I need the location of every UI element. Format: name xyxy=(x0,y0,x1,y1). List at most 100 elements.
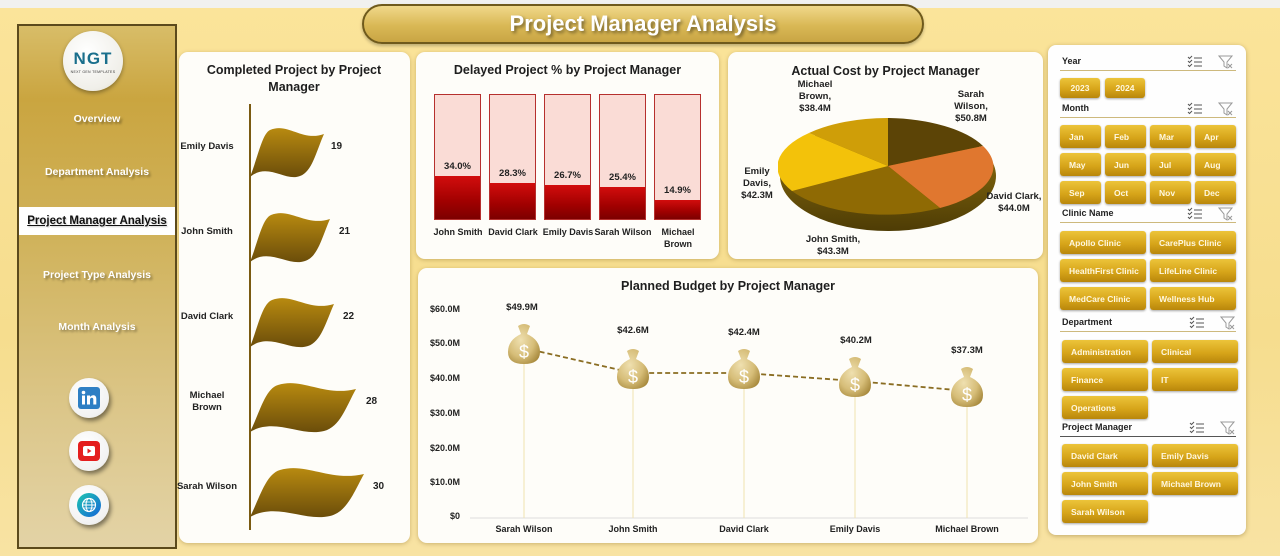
pie-label-value: $50.8M xyxy=(955,113,987,124)
multi-select-icon[interactable] xyxy=(1187,102,1203,116)
pie-label-value: $38.4M xyxy=(799,103,831,114)
manager-david-clark-button[interactable]: David Clark xyxy=(1062,444,1148,467)
website-button[interactable] xyxy=(69,485,109,525)
manager-michael-brown-button[interactable]: Michael Brown xyxy=(1152,472,1238,495)
y-axis-tick: $60.0M xyxy=(429,304,460,314)
delayed-bar-value: 14.9% xyxy=(664,185,691,196)
delayed-bar-value: 25.4% xyxy=(609,172,636,183)
sidebar-item-month-analysis[interactable]: Month Analysis xyxy=(58,321,136,333)
manager-john-smith-button[interactable]: John Smith xyxy=(1062,472,1148,495)
year-slicer-title: Year xyxy=(1062,56,1082,66)
department-clinical-button[interactable]: Clinical xyxy=(1152,340,1238,363)
sidebar-item-project-type-analysis[interactable]: Project Type Analysis xyxy=(43,269,151,281)
y-axis-tick: $40.0M xyxy=(429,373,460,383)
flag-row: John Smith 21 xyxy=(179,192,409,272)
month-aug-button[interactable]: Aug xyxy=(1195,153,1236,176)
delayed-bar[interactable]: 34.0% xyxy=(434,94,481,220)
delayed-bar-fill xyxy=(435,176,480,219)
multi-select-icon[interactable] xyxy=(1189,316,1205,330)
x-axis-label: John Smith xyxy=(608,524,658,534)
budget-value-label: $42.4M xyxy=(728,327,760,338)
clinic-careplus-button[interactable]: CarePlus Clinic xyxy=(1150,231,1236,254)
clinic-wellness-hub-button[interactable]: Wellness Hub xyxy=(1150,287,1236,310)
multi-select-icon[interactable] xyxy=(1189,421,1205,435)
delayed-bar[interactable]: 26.7% xyxy=(544,94,591,220)
month-oct-button[interactable]: Oct xyxy=(1105,181,1146,204)
multi-select-icon[interactable] xyxy=(1187,55,1203,69)
clear-filter-icon[interactable] xyxy=(1218,207,1234,221)
manager-emily-davis-button[interactable]: Emily Davis xyxy=(1152,444,1238,467)
month-nov-button[interactable]: Nov xyxy=(1150,181,1191,204)
month-feb-button[interactable]: Feb xyxy=(1105,125,1146,148)
flag-bar-icon xyxy=(250,213,330,263)
sidebar-item-department-analysis[interactable]: Department Analysis xyxy=(44,166,150,178)
month-sep-button[interactable]: Sep xyxy=(1060,181,1101,204)
clinic-apollo-button[interactable]: Apollo Clinic xyxy=(1060,231,1146,254)
delayed-bar[interactable]: 25.4% xyxy=(599,94,646,220)
clinic-healthfirst-button[interactable]: HealthFirst Clinic xyxy=(1060,259,1146,282)
department-finance-button[interactable]: Finance xyxy=(1062,368,1148,391)
ngt-logo: NGT NEXT GEN TEMPLATES xyxy=(63,31,123,91)
clear-filter-icon[interactable] xyxy=(1220,316,1236,330)
flag-label: Michael Brown xyxy=(189,390,225,413)
flag-label: Sarah Wilson xyxy=(176,481,238,492)
month-may-button[interactable]: May xyxy=(1060,153,1101,176)
delayed-bar-fill xyxy=(600,187,645,219)
flag-value: 21 xyxy=(339,226,351,237)
sidebar-item-overview[interactable]: Overview xyxy=(73,113,121,125)
flag-row: Michael Brown 28 xyxy=(179,362,409,442)
pie-label-value: $44.0M xyxy=(998,203,1030,214)
clear-filter-icon[interactable] xyxy=(1218,55,1234,69)
completed-projects-card: Completed Project by Project Manager Emi… xyxy=(177,52,410,543)
pie-label-emily-davis: Emily Davis, $42.3M xyxy=(730,166,784,202)
flag-bar-icon xyxy=(250,128,324,178)
month-jul-button[interactable]: Jul xyxy=(1150,153,1191,176)
year-slicer-header: Year xyxy=(1060,55,1236,71)
delayed-bar-fill xyxy=(490,183,535,219)
planned-budget-line-chart[interactable]: $ $ $ $ $ xyxy=(418,268,1038,543)
y-axis-tick: $0 xyxy=(449,511,460,521)
sidebar-item-project-manager-analysis[interactable]: Project Manager Analysis xyxy=(19,207,175,235)
flag-label: David Clark xyxy=(180,311,234,322)
money-bag-icon: $ xyxy=(839,357,871,397)
page-title: Project Manager Analysis xyxy=(509,11,777,36)
month-mar-button[interactable]: Mar xyxy=(1150,125,1191,148)
budget-value-label: $40.2M xyxy=(840,335,872,346)
month-jan-button[interactable]: Jan xyxy=(1060,125,1101,148)
delayed-bar-value: 28.3% xyxy=(499,168,526,179)
x-axis-label: David Clark xyxy=(719,524,769,534)
y-axis-tick: $20.0M xyxy=(429,443,460,453)
department-operations-button[interactable]: Operations xyxy=(1062,396,1148,419)
actual-cost-pie-chart[interactable] xyxy=(778,114,998,234)
clear-filter-icon[interactable] xyxy=(1218,102,1234,116)
clinic-lifeline-button[interactable]: LifeLine Clinic xyxy=(1150,259,1236,282)
delayed-bar[interactable]: 14.9% xyxy=(654,94,701,220)
slicer-panel: Year 2023 2024 Month Jan Feb Mar Apr May… xyxy=(1048,45,1246,535)
delayed-bar[interactable]: 28.3% xyxy=(489,94,536,220)
department-it-button[interactable]: IT xyxy=(1152,368,1238,391)
year-2023-button[interactable]: 2023 xyxy=(1060,78,1100,98)
logo-subtitle: NEXT GEN TEMPLATES xyxy=(70,69,116,74)
y-axis-tick: $10.0M xyxy=(429,477,460,487)
manager-sarah-wilson-button[interactable]: Sarah Wilson xyxy=(1062,500,1148,523)
delayed-bar-value: 26.7% xyxy=(554,170,581,181)
month-jun-button[interactable]: Jun xyxy=(1105,153,1146,176)
linkedin-button[interactable] xyxy=(69,378,109,418)
department-administration-button[interactable]: Administration xyxy=(1062,340,1148,363)
year-2024-button[interactable]: 2024 xyxy=(1105,78,1145,98)
flag-value: 19 xyxy=(331,141,343,152)
youtube-button[interactable] xyxy=(69,431,109,471)
manager-slicer-header: Project Manager xyxy=(1060,421,1236,437)
pie-label-value: $42.3M xyxy=(741,190,773,201)
linkedin-icon xyxy=(78,387,100,409)
flag-pole-axis xyxy=(249,104,251,530)
month-dec-button[interactable]: Dec xyxy=(1195,181,1236,204)
pie-label-name: John Smith, xyxy=(805,234,861,245)
planned-budget-title: Planned Budget by Project Manager xyxy=(621,279,835,293)
money-bag-icon: $ xyxy=(728,349,760,389)
month-apr-button[interactable]: Apr xyxy=(1195,125,1236,148)
clear-filter-icon[interactable] xyxy=(1220,421,1236,435)
multi-select-icon[interactable] xyxy=(1187,207,1203,221)
clinic-medcare-button[interactable]: MedCare Clinic xyxy=(1060,287,1146,310)
budget-value-label: $49.9M xyxy=(506,302,538,313)
